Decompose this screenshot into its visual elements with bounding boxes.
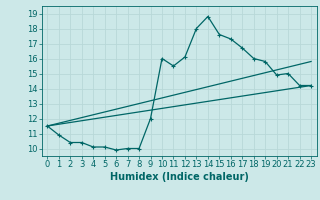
X-axis label: Humidex (Indice chaleur): Humidex (Indice chaleur) (110, 172, 249, 182)
